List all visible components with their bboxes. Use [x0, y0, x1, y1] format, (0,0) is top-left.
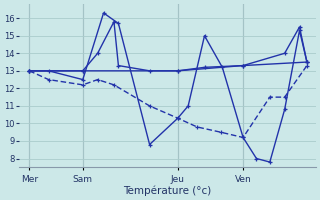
X-axis label: Température (°c): Température (°c): [123, 185, 212, 196]
